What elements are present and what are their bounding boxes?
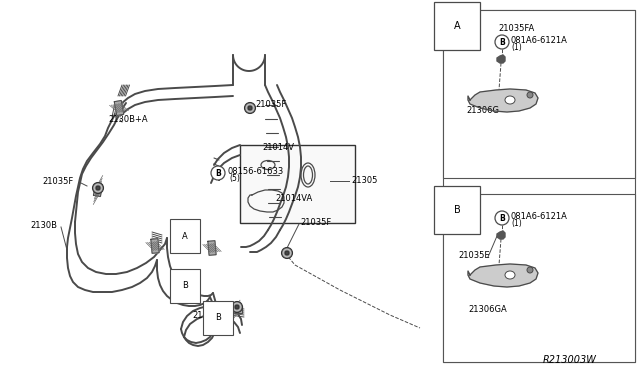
- Text: B: B: [499, 38, 505, 46]
- Text: 21306G: 21306G: [466, 106, 499, 115]
- Circle shape: [495, 35, 509, 49]
- Text: 2130B+A: 2130B+A: [108, 115, 148, 124]
- Text: R213003W: R213003W: [543, 355, 597, 365]
- Text: 2130B: 2130B: [30, 221, 57, 230]
- Circle shape: [211, 166, 225, 180]
- Text: 21014V: 21014V: [262, 142, 294, 151]
- Text: A: A: [454, 21, 460, 31]
- Text: 21035F: 21035F: [300, 218, 332, 227]
- Circle shape: [244, 103, 255, 113]
- Text: B: B: [454, 205, 460, 215]
- Polygon shape: [497, 231, 505, 239]
- Text: (5): (5): [229, 173, 240, 183]
- Text: 21035F: 21035F: [255, 99, 286, 109]
- Ellipse shape: [505, 96, 515, 104]
- Polygon shape: [497, 55, 505, 63]
- Text: 21035F: 21035F: [42, 176, 73, 186]
- Circle shape: [285, 251, 289, 255]
- Text: B: B: [499, 214, 505, 222]
- Circle shape: [232, 301, 243, 312]
- Polygon shape: [208, 241, 216, 255]
- Circle shape: [527, 267, 533, 273]
- Text: 081A6-6121A: 081A6-6121A: [511, 35, 568, 45]
- Polygon shape: [115, 100, 124, 115]
- Text: 21305: 21305: [351, 176, 378, 185]
- Text: (1): (1): [511, 42, 522, 51]
- Bar: [443, 10, 635, 362]
- Text: A: A: [182, 231, 188, 241]
- Circle shape: [93, 183, 104, 193]
- Text: 21035E: 21035E: [458, 251, 490, 260]
- Circle shape: [282, 247, 292, 259]
- Ellipse shape: [505, 271, 515, 279]
- Text: B: B: [182, 282, 188, 291]
- Text: 21035FA: 21035FA: [498, 23, 534, 32]
- Circle shape: [495, 211, 509, 225]
- Text: 08156-61633: 08156-61633: [227, 167, 284, 176]
- Bar: [240, 145, 355, 223]
- Text: 21306GA: 21306GA: [468, 305, 507, 314]
- Text: (1): (1): [511, 218, 522, 228]
- Text: 21035F: 21035F: [192, 311, 223, 321]
- Text: 081A6-6121A: 081A6-6121A: [511, 212, 568, 221]
- Polygon shape: [468, 89, 538, 112]
- Circle shape: [527, 92, 533, 98]
- Bar: [443, 10, 635, 178]
- Text: B: B: [215, 314, 221, 323]
- Polygon shape: [151, 239, 159, 253]
- Polygon shape: [232, 305, 242, 312]
- Polygon shape: [93, 183, 102, 196]
- Circle shape: [96, 186, 100, 190]
- Text: B: B: [215, 169, 221, 177]
- Circle shape: [235, 305, 239, 309]
- Polygon shape: [468, 264, 538, 287]
- Circle shape: [248, 106, 252, 110]
- Bar: [443, 194, 635, 362]
- Text: 21014VA: 21014VA: [275, 193, 312, 202]
